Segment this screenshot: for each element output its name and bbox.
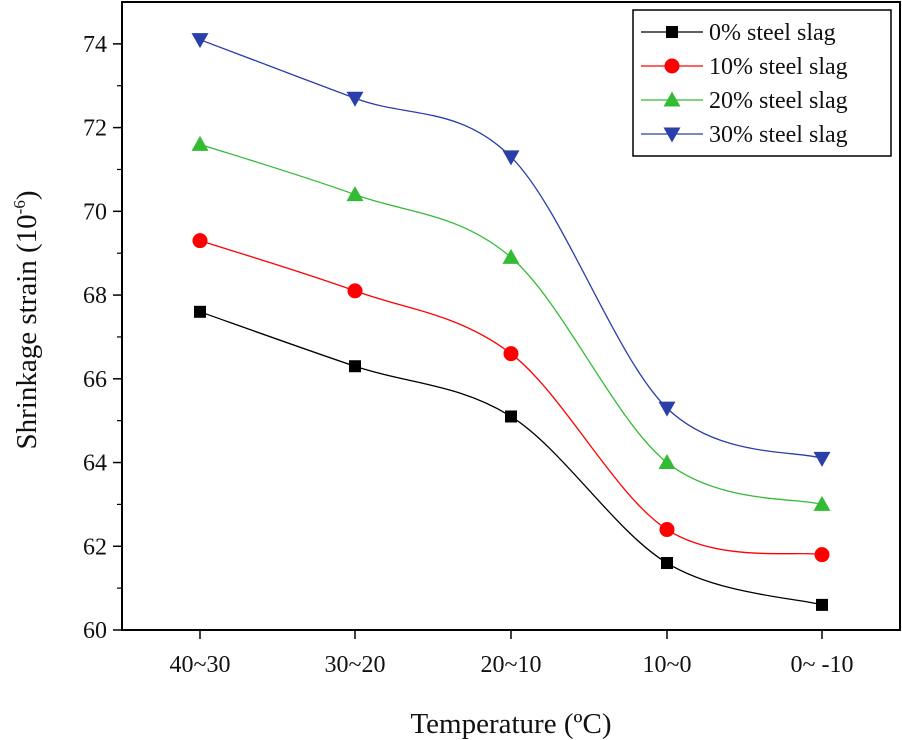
y-tick-label: 60 xyxy=(83,618,107,644)
legend-item: 10% steel slag xyxy=(641,54,848,80)
data-point xyxy=(658,454,676,470)
x-tick-label: 30~20 xyxy=(325,652,386,678)
data-point xyxy=(194,305,206,318)
legend-item: 0% steel slag xyxy=(641,20,836,46)
legend-marker xyxy=(663,91,681,107)
legend-label: 0% steel slag xyxy=(709,20,836,46)
y-tick-label: 68 xyxy=(83,283,107,309)
y-axis-title-text: Shrinkage strain xyxy=(11,260,43,450)
series-line xyxy=(199,39,823,459)
data-point xyxy=(659,522,675,538)
y-axis-title-unit-base: 10 xyxy=(11,214,43,243)
data-point xyxy=(813,451,831,467)
series-1 xyxy=(192,233,830,563)
legend-label: 20% steel slag xyxy=(709,88,848,114)
y-axis-title-unit-open: ( xyxy=(11,243,43,253)
series-line xyxy=(199,143,823,506)
legend-marker xyxy=(664,58,680,74)
x-tick-label: 20~10 xyxy=(481,652,542,678)
y-tick-label: 66 xyxy=(83,367,107,393)
data-point xyxy=(502,248,520,264)
data-point xyxy=(505,410,517,423)
series-line xyxy=(199,240,823,556)
series-0 xyxy=(194,305,828,611)
y-tick-label: 64 xyxy=(83,451,107,477)
data-point xyxy=(192,233,208,249)
series-layer xyxy=(191,33,831,611)
y-axis-title-unit-exponent: -6 xyxy=(10,200,29,214)
x-axis: 40~30 30~20 20~10 10~0 0~ -10 xyxy=(170,630,854,678)
data-point xyxy=(347,283,363,299)
y-tick-label: 72 xyxy=(83,116,107,142)
legend-label: 30% steel slag xyxy=(709,122,848,148)
y-axis-title-unit-close: ) xyxy=(11,190,43,200)
data-point xyxy=(346,186,364,202)
series-2 xyxy=(191,135,831,511)
y-axis-title: Shrinkage strain (10-6) xyxy=(10,190,43,449)
y-tick-label: 70 xyxy=(83,199,107,225)
data-point xyxy=(658,401,676,417)
data-point xyxy=(814,547,830,563)
legend-label: 10% steel slag xyxy=(709,54,848,80)
x-tick-label: 10~0 xyxy=(643,652,692,678)
y-tick-label: 62 xyxy=(83,534,107,560)
data-point xyxy=(503,346,519,362)
x-axis-title: Temperature (ºC) xyxy=(410,708,611,740)
data-point xyxy=(191,33,209,49)
y-axis: 60 62 64 66 68 70 72 74 xyxy=(83,32,122,644)
data-point xyxy=(349,360,361,373)
legend-item: 20% steel slag xyxy=(641,88,848,114)
data-point xyxy=(813,495,831,511)
legend-marker xyxy=(663,127,681,143)
data-point xyxy=(661,557,673,570)
data-point xyxy=(191,135,209,151)
legend: 0% steel slag 10% steel slag 20% steel sla… xyxy=(632,9,892,157)
series-3 xyxy=(191,33,831,467)
y-tick-label: 74 xyxy=(83,32,107,58)
x-tick-label: 0~ -10 xyxy=(791,652,854,678)
legend-marker xyxy=(666,26,678,38)
x-tick-label: 40~30 xyxy=(170,652,231,678)
legend-item: 30% steel slag xyxy=(641,122,848,148)
data-point xyxy=(346,91,364,107)
data-point xyxy=(502,150,520,166)
plot-area: 60 62 64 66 68 70 72 74 40~30 30~20 20~10 10~0 0~ -… xyxy=(83,1,901,678)
data-point xyxy=(816,598,828,611)
